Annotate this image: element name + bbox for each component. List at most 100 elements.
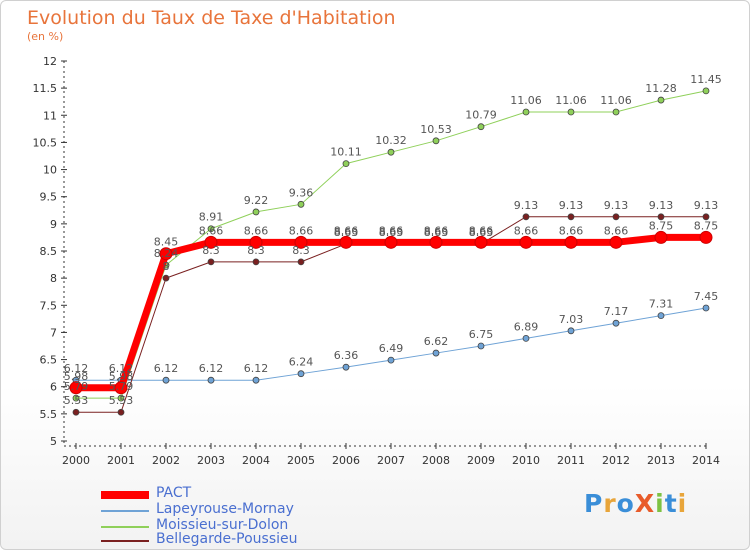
legend-label-bellegarde-poussieu: Bellegarde-Poussieu	[156, 531, 298, 547]
data-point-moissieu-sur-dolon	[612, 108, 620, 116]
data-label-pact: 8.66	[334, 224, 359, 237]
data-label-pact: 8.75	[649, 219, 674, 232]
legend-label-lapeyrouse-mornay: Lapeyrouse-Mornay	[156, 501, 294, 517]
data-point-pact	[474, 235, 488, 249]
data-point-pact	[339, 235, 353, 249]
logo-letter: r	[603, 489, 617, 518]
data-label-bellegarde-poussieu: 5.53	[109, 394, 134, 407]
logo-letter: t	[664, 489, 678, 518]
data-point-bellegarde-poussieu	[612, 213, 620, 221]
y-tick-label: 7	[50, 326, 57, 339]
legend-swatch-moissieu-sur-dolon	[101, 526, 149, 528]
data-label-bellegarde-poussieu: 8.3	[292, 244, 310, 257]
data-point-moissieu-sur-dolon	[657, 96, 665, 104]
data-point-pact	[204, 235, 218, 249]
data-point-moissieu-sur-dolon	[117, 394, 125, 402]
data-point-pact	[564, 235, 578, 249]
data-label-lapeyrouse-mornay: 6.49	[379, 342, 404, 355]
data-label-moissieu-sur-dolon: 5.79	[109, 380, 134, 393]
data-label-moissieu-sur-dolon: 8.24	[154, 247, 179, 260]
proxiti-logo: ProXiti	[584, 489, 687, 518]
chart-title: Evolution du Taux de Taxe d'Habitation	[27, 7, 396, 29]
data-point-bellegarde-poussieu	[252, 258, 260, 266]
data-point-pact	[699, 230, 713, 244]
data-label-pact: 8.45	[154, 236, 179, 249]
data-point-pact	[654, 230, 668, 244]
data-label-lapeyrouse-mornay: 6.24	[289, 356, 314, 369]
logo-letter: o	[616, 489, 635, 518]
x-tick-label: 2002	[152, 454, 180, 467]
y-tick-label: 8	[50, 272, 57, 285]
data-label-moissieu-sur-dolon: 5.79	[64, 380, 89, 393]
data-label-pact: 8.66	[424, 224, 449, 237]
data-label-bellegarde-poussieu: 8.63	[379, 226, 404, 239]
data-point-lapeyrouse-mornay	[387, 356, 395, 364]
legend-label-moissieu-sur-dolon: Moissieu-sur-Dolon	[156, 517, 289, 533]
data-label-bellegarde-poussieu: 5.53	[64, 394, 89, 407]
data-label-lapeyrouse-mornay: 6.36	[334, 349, 359, 362]
data-label-moissieu-sur-dolon: 11.06	[510, 94, 542, 107]
data-point-moissieu-sur-dolon	[207, 225, 215, 233]
data-point-lapeyrouse-mornay	[522, 334, 530, 342]
y-tick-label: 9.5	[40, 191, 58, 204]
data-label-moissieu-sur-dolon: 11.28	[645, 82, 677, 95]
data-label-pact: 8.75	[694, 219, 719, 232]
data-label-pact: 8.66	[199, 224, 224, 237]
data-label-bellegarde-poussieu: 8.63	[424, 226, 449, 239]
data-label-moissieu-sur-dolon: 8.91	[199, 211, 224, 224]
data-point-lapeyrouse-mornay	[162, 376, 170, 384]
x-tick-label: 2013	[647, 454, 675, 467]
data-point-moissieu-sur-dolon	[72, 394, 80, 402]
data-point-lapeyrouse-mornay	[612, 319, 620, 327]
data-point-lapeyrouse-mornay	[657, 312, 665, 320]
data-point-pact	[429, 235, 443, 249]
data-point-moissieu-sur-dolon	[252, 208, 260, 216]
data-label-bellegarde-poussieu: 9.13	[559, 199, 584, 212]
data-point-lapeyrouse-mornay	[702, 304, 710, 312]
y-tick-label: 10	[43, 164, 57, 177]
y-unit-label: (en %)	[27, 30, 64, 43]
x-tick-label: 2004	[242, 454, 270, 467]
data-point-bellegarde-poussieu	[72, 408, 80, 416]
data-label-lapeyrouse-mornay: 7.17	[604, 305, 629, 318]
data-label-moissieu-sur-dolon: 10.11	[330, 146, 362, 159]
data-point-pact	[69, 381, 83, 395]
y-tick-label: 7.5	[40, 299, 58, 312]
data-label-pact: 8.66	[604, 224, 629, 237]
data-label-moissieu-sur-dolon: 9.36	[289, 186, 314, 199]
data-label-bellegarde-poussieu: 9.13	[514, 199, 539, 212]
legend-swatch-pact	[101, 491, 149, 499]
data-label-moissieu-sur-dolon: 10.79	[465, 109, 497, 122]
data-label-bellegarde-poussieu: 8	[163, 260, 170, 273]
x-tick-label: 2008	[422, 454, 450, 467]
x-tick-label: 2010	[512, 454, 540, 467]
y-tick-label: 10.5	[33, 136, 58, 149]
data-point-bellegarde-poussieu	[207, 258, 215, 266]
data-point-bellegarde-poussieu	[702, 213, 710, 221]
data-label-lapeyrouse-mornay: 6.89	[514, 320, 539, 333]
data-label-lapeyrouse-mornay: 6.12	[199, 362, 224, 375]
x-tick-label: 2012	[602, 454, 630, 467]
data-point-pact	[249, 235, 263, 249]
x-tick-label: 2011	[557, 454, 585, 467]
data-label-bellegarde-poussieu: 8.63	[469, 226, 494, 239]
x-tick-label: 2009	[467, 454, 495, 467]
data-point-moissieu-sur-dolon	[522, 108, 530, 116]
data-point-bellegarde-poussieu	[162, 274, 170, 282]
data-point-lapeyrouse-mornay	[477, 342, 485, 350]
data-label-lapeyrouse-mornay: 6.75	[469, 328, 494, 341]
data-label-lapeyrouse-mornay: 6.12	[109, 362, 134, 375]
data-point-moissieu-sur-dolon	[477, 123, 485, 131]
data-label-lapeyrouse-mornay: 6.12	[154, 362, 179, 375]
data-label-moissieu-sur-dolon: 11.45	[690, 73, 722, 86]
y-tick-label: 8.5	[40, 245, 58, 258]
legend-swatch-bellegarde-poussieu	[101, 540, 149, 542]
data-point-moissieu-sur-dolon	[432, 137, 440, 145]
data-label-pact: 5.98	[64, 370, 89, 383]
logo-letter: i	[655, 489, 665, 518]
data-point-lapeyrouse-mornay	[252, 376, 260, 384]
y-tick-label: 5	[50, 435, 57, 448]
y-tick-label: 11.5	[33, 82, 58, 95]
data-label-moissieu-sur-dolon: 9.22	[244, 194, 269, 207]
